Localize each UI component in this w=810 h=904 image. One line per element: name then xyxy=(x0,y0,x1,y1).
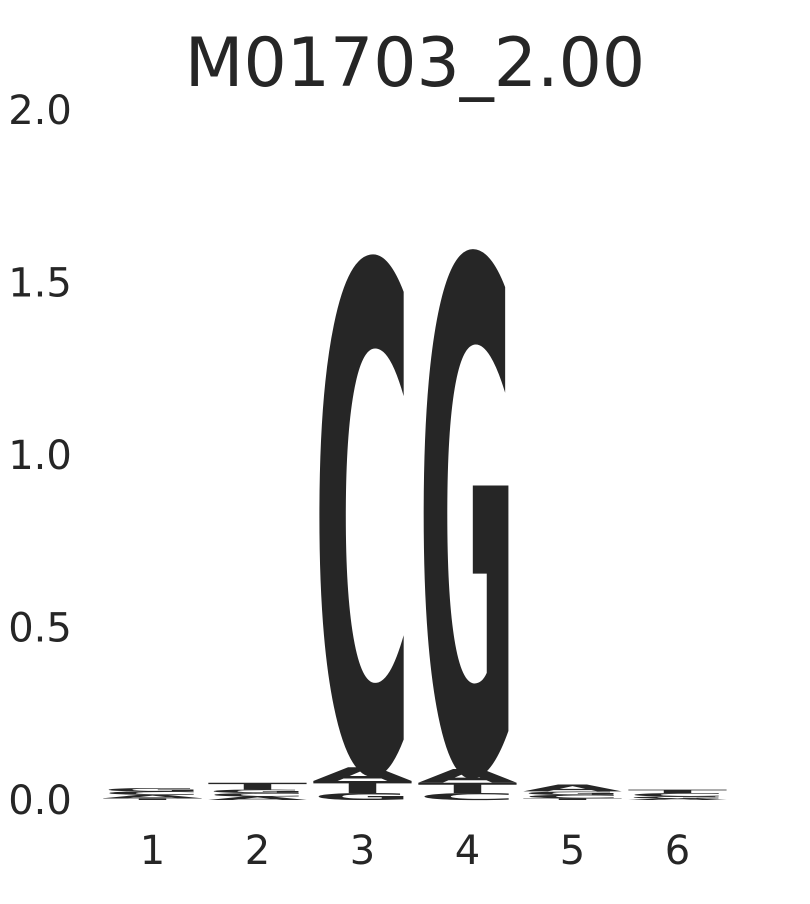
logo-glyph: T xyxy=(523,798,623,801)
x-tick-label: 4 xyxy=(455,828,480,874)
logo-glyph: T xyxy=(103,798,203,801)
x-tick-label: 5 xyxy=(560,828,585,874)
logo-glyph: T xyxy=(418,780,518,796)
logo-glyph: C xyxy=(208,792,308,798)
y-tick-label: 0.0 xyxy=(8,778,72,824)
logo-glyph: A xyxy=(418,765,518,787)
y-tick-label: 2.0 xyxy=(8,88,72,134)
logo-glyph: C xyxy=(103,790,203,796)
x-tick-label: 1 xyxy=(140,828,165,874)
logo-glyph: A xyxy=(628,798,728,801)
logo-glyph: G xyxy=(313,791,413,802)
chart-title: M01703_2.00 xyxy=(185,24,645,103)
x-tick-label: 3 xyxy=(350,828,375,874)
y-tick-label: 1.0 xyxy=(8,433,72,479)
logo-glyph: A xyxy=(208,796,308,802)
logo-glyph: T xyxy=(313,778,413,797)
logo-glyph: G xyxy=(418,119,518,900)
x-tick-label: 2 xyxy=(245,828,270,874)
logo-glyph: C xyxy=(313,128,413,900)
x-tick-label: 6 xyxy=(665,828,690,874)
y-tick-label: 1.5 xyxy=(8,261,72,307)
logo-glyph: G xyxy=(523,790,623,796)
logo-glyph: C xyxy=(418,791,518,802)
logo-glyph: T xyxy=(208,781,309,792)
logo-glyph: C xyxy=(628,792,728,798)
logo-glyph: G xyxy=(208,789,308,795)
y-tick-label: 0.5 xyxy=(8,606,72,652)
logo-glyph: G xyxy=(103,787,203,793)
logo-glyph: A xyxy=(103,794,203,800)
logo-glyph: A xyxy=(313,763,413,785)
logo-glyph: C xyxy=(523,794,623,800)
logo-glyph: T xyxy=(628,789,728,795)
logo-glyph: G xyxy=(628,796,728,799)
logo-glyph: A xyxy=(523,783,623,794)
